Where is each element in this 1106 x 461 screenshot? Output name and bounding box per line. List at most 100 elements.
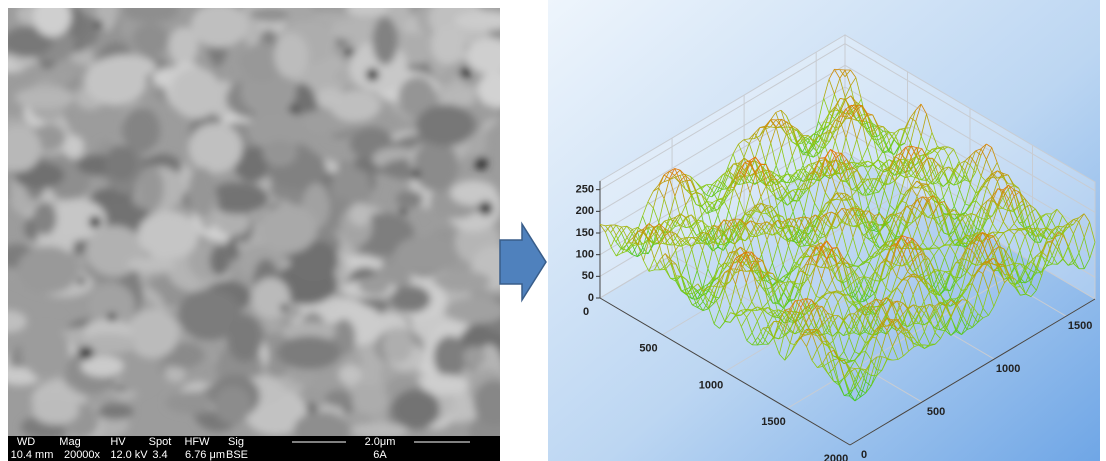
mesh-segment: [691, 293, 698, 308]
mesh-segment: [845, 163, 853, 177]
mesh-segment: [916, 177, 922, 181]
mesh-segment: [686, 263, 693, 288]
sem-value: 6.76 μm: [185, 449, 225, 461]
mesh-segment: [751, 332, 758, 346]
mesh-segment: [874, 252, 881, 255]
mesh-segment: [685, 174, 691, 177]
mesh-segment: [664, 220, 671, 227]
mesh-segment: [875, 311, 882, 323]
mesh-segment: [878, 163, 885, 175]
mesh-segment: [1057, 231, 1064, 244]
mesh-segment: [712, 246, 720, 263]
mesh-segment: [743, 139, 750, 144]
mesh-segment: [810, 284, 817, 297]
mesh-segment: [637, 227, 644, 233]
mesh-segment: [674, 217, 682, 228]
mesh-segment: [897, 314, 904, 322]
mesh-segment: [896, 235, 903, 247]
mesh-segment: [733, 170, 740, 188]
mesh-segment: [838, 320, 845, 332]
mesh-segment: [929, 303, 936, 307]
mesh-segment: [1083, 213, 1090, 223]
mesh-segment: [706, 238, 713, 252]
mesh-segment: [642, 247, 649, 254]
mesh-segment: [980, 179, 987, 187]
mesh-segment: [923, 304, 930, 314]
mesh-segment: [858, 292, 865, 303]
mesh-segment: [1036, 275, 1043, 291]
mesh-segment: [762, 327, 769, 333]
mesh-segment: [792, 235, 799, 244]
mesh-segment: [1013, 189, 1020, 193]
mesh-segment: [690, 191, 697, 196]
mesh-segment: [839, 78, 846, 98]
mesh-segment: [955, 294, 962, 300]
mesh-segment: [857, 170, 864, 184]
mesh-segment: [1040, 228, 1047, 241]
mesh-segment: [830, 149, 837, 158]
mesh-segment: [849, 372, 856, 388]
mesh-segment: [896, 287, 903, 295]
mesh-segment: [927, 229, 934, 245]
mesh-segment: [862, 178, 869, 189]
mesh-segment: [1051, 225, 1058, 231]
mesh-segment: [856, 104, 863, 107]
mesh-segment: [821, 295, 828, 301]
mesh-segment: [815, 262, 822, 279]
mesh-segment: [713, 323, 720, 329]
mesh-segment: [836, 254, 843, 263]
mesh-segment: [926, 171, 933, 181]
mesh-segment: [986, 177, 993, 183]
mesh-segment: [1019, 266, 1026, 279]
mesh-segment: [793, 285, 800, 291]
mesh-segment: [987, 240, 994, 256]
mesh-segment: [724, 289, 731, 306]
mesh-segment: [896, 245, 903, 259]
grain: [63, 135, 85, 159]
mesh-segment: [781, 132, 788, 148]
mesh-segment: [850, 117, 857, 121]
mesh-segment: [775, 109, 782, 113]
mesh-segment: [899, 128, 906, 146]
mesh-segment: [740, 317, 747, 327]
mesh-segment: [738, 139, 745, 145]
mesh-segment: [794, 293, 801, 312]
mesh-segment: [804, 229, 811, 246]
mesh-segment: [647, 207, 654, 231]
mesh-segment: [955, 258, 962, 278]
mesh-segment: [948, 180, 955, 186]
mesh-segment: [761, 239, 768, 255]
pore: [344, 47, 354, 57]
mesh-segment: [786, 173, 793, 178]
mesh-segment: [819, 158, 826, 179]
mesh-segment: [852, 273, 860, 291]
mesh-segment: [965, 224, 972, 234]
mesh-segment: [799, 270, 806, 274]
mesh-segment: [778, 303, 784, 309]
mesh-segment: [966, 314, 973, 330]
mesh-segment: [653, 226, 660, 235]
mesh-segment: [847, 253, 854, 267]
mesh-segment: [728, 220, 735, 230]
mesh-segment: [780, 109, 787, 117]
mesh-segment: [813, 133, 819, 136]
mesh-segment: [775, 126, 782, 148]
mesh-segment: [859, 345, 866, 353]
mesh-segment: [876, 370, 883, 377]
z-tick-label: 50: [582, 270, 594, 282]
mesh-segment: [868, 252, 876, 263]
mesh-segment: [847, 216, 854, 238]
mesh-segment: [818, 147, 825, 154]
mesh-segment: [965, 234, 972, 240]
mesh-segment: [789, 311, 796, 319]
mesh-segment: [778, 287, 785, 308]
mesh-segment: [912, 313, 919, 324]
mesh-segment: [883, 140, 890, 151]
mesh-segment: [728, 225, 735, 240]
mesh-segment: [987, 231, 993, 235]
mesh-segment: [674, 213, 681, 222]
mesh-segment: [829, 129, 836, 142]
mesh-segment: [950, 281, 957, 298]
mesh-segment: [830, 172, 837, 191]
mesh-segment: [918, 305, 925, 315]
